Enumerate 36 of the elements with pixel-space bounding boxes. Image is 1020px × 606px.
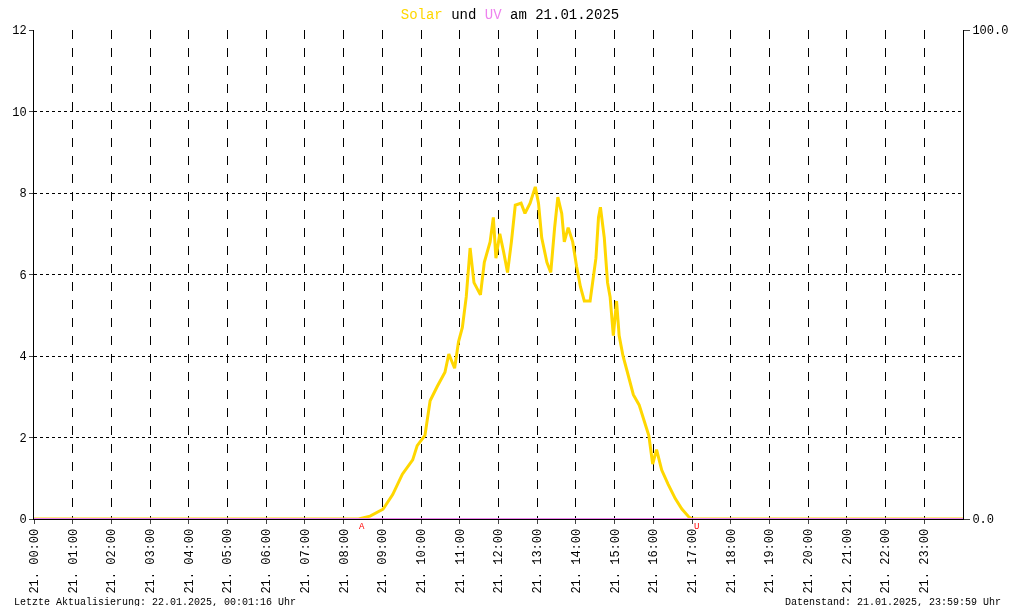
x-tick-label: 21. 10:00 <box>414 528 429 594</box>
x-tick-label: 21. 09:00 <box>376 528 391 594</box>
y2-tick-label: 100.0 <box>972 24 1009 39</box>
y-tick-label: 10 <box>12 105 27 120</box>
x-tick-label: 21. 02:00 <box>105 528 120 594</box>
x-tick-label: 21. 20:00 <box>802 528 817 594</box>
y-tick-label: 12 <box>12 24 27 39</box>
y-tick-label: 4 <box>19 350 27 365</box>
x-tick-label: 21. 06:00 <box>260 528 275 594</box>
x-tick-label: 21. 04:00 <box>182 528 197 594</box>
x-tick-label: 21. 03:00 <box>144 528 159 594</box>
y-tick-label: 0 <box>19 513 27 528</box>
y2-tick-label: 0.0 <box>972 513 995 528</box>
x-tick-label: 21. 11:00 <box>453 528 468 594</box>
y-tick-label: 8 <box>19 187 27 202</box>
x-tick-label: 21. 00:00 <box>27 528 42 594</box>
text: Datenstand: 21.01.2025, 23:59:59 Uhr <box>785 597 1002 606</box>
x-tick-label: 21. 18:00 <box>724 528 739 594</box>
x-tick-label: 21. 01:00 <box>66 528 81 594</box>
x-tick-label: 21. 08:00 <box>337 528 352 594</box>
x-tick-label: 21. 12:00 <box>492 528 507 594</box>
x-tick-label: 21. 19:00 <box>763 528 778 594</box>
chart-title: Solar und UV am 21.01.2025 <box>400 6 620 23</box>
y-tick-label: 6 <box>19 268 27 283</box>
x-tick-label: 21. 13:00 <box>531 528 546 594</box>
x-tick-label: 21. 22:00 <box>879 528 894 594</box>
x-tick-label: 21. 17:00 <box>685 528 700 594</box>
x-tick-label: 21. 14:00 <box>569 528 584 594</box>
x-tick-label: 21. 21:00 <box>840 528 855 594</box>
x-tick-label: 21. 07:00 <box>298 528 313 594</box>
x-tick-label: 21. 15:00 <box>608 528 623 594</box>
y-tick-label: 2 <box>19 431 27 446</box>
x-tick-label: 21. 05:00 <box>221 528 236 594</box>
x-tick-label: 21. 16:00 <box>647 528 662 594</box>
x-tick-label: 21. 23:00 <box>918 528 933 594</box>
annotation: A <box>359 522 365 532</box>
